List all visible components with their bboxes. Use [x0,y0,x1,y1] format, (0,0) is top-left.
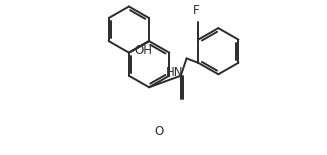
Text: OH: OH [134,44,152,57]
Text: HN: HN [166,66,184,79]
Text: F: F [193,4,200,17]
Text: O: O [155,125,164,138]
